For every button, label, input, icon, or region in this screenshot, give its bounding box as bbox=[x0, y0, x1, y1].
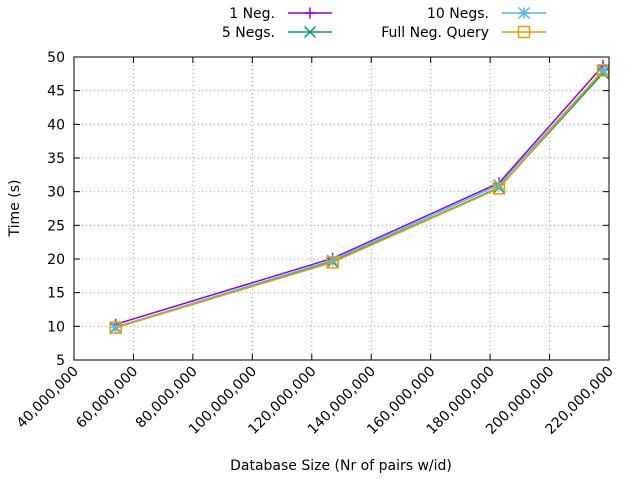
y-tick-label: 25 bbox=[47, 218, 65, 234]
legend-label: Full Neg. Query bbox=[381, 25, 489, 41]
legend: 1 Neg. 5 Negs. 10 Negs. Full Neg. Query bbox=[222, 6, 546, 41]
series-0 bbox=[110, 60, 609, 330]
legend-marker bbox=[517, 6, 531, 20]
y-tick-label: 30 bbox=[47, 185, 65, 201]
series-line bbox=[115, 72, 604, 329]
legend-item: 1 Neg. bbox=[229, 6, 332, 22]
x-tick-label: 60,000,000 bbox=[73, 364, 141, 432]
legend-label: 10 Negs. bbox=[427, 6, 489, 22]
legend-label: 1 Neg. bbox=[229, 6, 275, 22]
legend-marker bbox=[303, 25, 317, 39]
data-point bbox=[109, 321, 122, 334]
x-axis-label: Database Size (Nr of pairs w/id) bbox=[230, 458, 452, 474]
x-tick-label: 40,000,000 bbox=[14, 364, 82, 432]
y-tick-label: 45 bbox=[47, 84, 65, 100]
series-2 bbox=[109, 64, 610, 334]
y-tick-label: 10 bbox=[47, 319, 65, 335]
y-tick-label: 35 bbox=[47, 151, 65, 167]
legend-marker bbox=[304, 7, 316, 19]
data-point bbox=[492, 182, 506, 195]
legend-item: 5 Negs. bbox=[222, 25, 332, 41]
x-tick-labels: 40,000,00060,000,00080,000,000100,000,00… bbox=[14, 364, 617, 438]
y-tick-label: 40 bbox=[47, 117, 65, 133]
y-tick-label: 50 bbox=[47, 50, 65, 66]
y-tick-labels: 5 10 15 20 25 30 35 40 45 50 bbox=[47, 50, 65, 369]
legend-marker bbox=[517, 25, 531, 39]
y-axis-label: Time (s) bbox=[7, 180, 23, 238]
series-lines bbox=[109, 60, 610, 334]
series-3 bbox=[109, 64, 610, 334]
series-line bbox=[115, 69, 604, 328]
series-1 bbox=[109, 67, 610, 334]
legend-item: Full Neg. Query bbox=[381, 25, 546, 41]
series-line bbox=[115, 69, 604, 329]
y-tick-label: 5 bbox=[56, 353, 65, 369]
legend-label: 5 Negs. bbox=[222, 25, 275, 41]
y-tick-label: 20 bbox=[47, 252, 65, 268]
legend-item: 10 Negs. bbox=[427, 6, 546, 22]
series-line bbox=[115, 65, 604, 326]
data-point bbox=[326, 256, 339, 269]
plot-frame bbox=[73, 56, 610, 361]
grid bbox=[74, 57, 609, 360]
y-tick-label: 15 bbox=[47, 286, 65, 302]
